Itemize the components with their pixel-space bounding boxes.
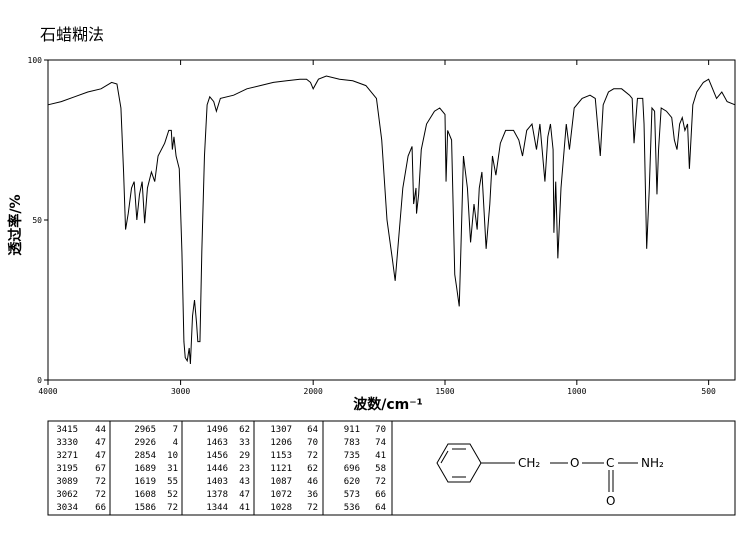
structure-bonds: [436, 443, 638, 492]
peak-transmittance: 52: [167, 490, 178, 500]
structure-label: O: [606, 494, 615, 508]
x-tick-label: 2000: [304, 387, 323, 396]
peak-transmittance: 72: [167, 503, 178, 513]
peak-wavenumber: 1206: [270, 438, 292, 448]
peak-transmittance: 62: [307, 464, 318, 474]
peak-transmittance: 4: [173, 438, 178, 448]
peak-wavenumber: 536: [344, 503, 360, 513]
peak-wavenumber: 1608: [134, 490, 156, 500]
peak-transmittance: 66: [95, 503, 106, 513]
peak-transmittance: 7: [173, 425, 178, 435]
peak-wavenumber: 3062: [56, 490, 78, 500]
x-tick-label: 3000: [171, 387, 190, 396]
peak-wavenumber: 620: [344, 477, 360, 487]
peak-transmittance: 72: [95, 490, 106, 500]
peak-transmittance: 41: [239, 503, 250, 513]
peak-wavenumber: 1072: [270, 490, 292, 500]
peak-wavenumber: 2926: [134, 438, 156, 448]
peak-transmittance: 62: [239, 425, 250, 435]
peak-transmittance: 47: [239, 490, 250, 500]
peak-transmittance: 23: [239, 464, 250, 474]
y-tick-label: 0: [37, 376, 42, 385]
x-tick-label: 4000: [38, 387, 57, 396]
peak-wavenumber: 735: [344, 451, 360, 461]
peak-wavenumber: 1028: [270, 503, 292, 513]
peak-transmittance: 70: [375, 425, 386, 435]
structure-label: O: [570, 456, 579, 470]
x-tick-label: 1500: [435, 387, 454, 396]
peak-transmittance: 29: [239, 451, 250, 461]
peak-transmittance: 46: [307, 477, 318, 487]
y-tick-label: 50: [32, 216, 42, 225]
peak-wavenumber: 1344: [206, 503, 228, 513]
peak-wavenumber: 1463: [206, 438, 228, 448]
peak-wavenumber: 3034: [56, 503, 78, 513]
peak-wavenumber: 3415: [56, 425, 78, 435]
peak-wavenumber: 696: [344, 464, 360, 474]
peak-transmittance: 47: [95, 451, 106, 461]
peak-wavenumber: 1619: [134, 477, 156, 487]
peak-wavenumber: 1307: [270, 425, 292, 435]
peak-wavenumber: 3330: [56, 438, 78, 448]
peak-wavenumber: 1121: [270, 464, 292, 474]
peak-wavenumber: 911: [344, 425, 360, 435]
peak-transmittance: 72: [307, 503, 318, 513]
x-tick-label: 1000: [567, 387, 586, 396]
structure-label: CH₂: [518, 456, 540, 470]
peak-wavenumber: 1087: [270, 477, 292, 487]
peak-transmittance: 66: [375, 490, 386, 500]
peak-wavenumber: 1496: [206, 425, 228, 435]
x-tick-label: 500: [701, 387, 716, 396]
peak-transmittance: 36: [307, 490, 318, 500]
peak-wavenumber: 3271: [56, 451, 78, 461]
peak-wavenumber: 1446: [206, 464, 228, 474]
peak-transmittance: 33: [239, 438, 250, 448]
structure-label: C: [606, 456, 614, 470]
peak-wavenumber: 573: [344, 490, 360, 500]
peak-wavenumber: 1689: [134, 464, 156, 474]
peak-transmittance: 58: [375, 464, 386, 474]
peak-wavenumber: 2854: [134, 451, 156, 461]
table-dividers: [109, 421, 393, 515]
peak-transmittance: 72: [375, 477, 386, 487]
peak-transmittance: 43: [239, 477, 250, 487]
peak-transmittance: 10: [167, 451, 178, 461]
y-tick-label: 100: [28, 56, 43, 65]
peak-wavenumber: 1586: [134, 503, 156, 513]
x-axis-label: 波数/cm⁻¹: [353, 396, 423, 413]
peak-transmittance: 70: [307, 438, 318, 448]
plot-frame: [47, 59, 736, 381]
peak-transmittance: 47: [95, 438, 106, 448]
chart-title: 石蜡糊法: [40, 25, 104, 44]
peak-wavenumber: 783: [344, 438, 360, 448]
peak-transmittance: 64: [375, 503, 386, 513]
y-axis-label: 透过率/%: [7, 194, 24, 255]
peak-wavenumber: 2965: [134, 425, 156, 435]
peak-transmittance: 72: [307, 451, 318, 461]
peak-wavenumber: 3195: [56, 464, 78, 474]
peak-transmittance: 44: [95, 425, 106, 435]
peak-transmittance: 41: [375, 451, 386, 461]
peak-transmittance: 74: [375, 438, 386, 448]
peak-wavenumber: 1378: [206, 490, 228, 500]
peak-wavenumber: 1153: [270, 451, 292, 461]
peak-transmittance: 67: [95, 464, 106, 474]
peak-wavenumber: 1403: [206, 477, 228, 487]
peak-transmittance: 31: [167, 464, 178, 474]
peak-wavenumber: 3089: [56, 477, 78, 487]
peak-transmittance: 55: [167, 477, 178, 487]
structure-label: NH₂: [641, 456, 664, 470]
peak-transmittance: 64: [307, 425, 318, 435]
peak-wavenumber: 1456: [206, 451, 228, 461]
peak-transmittance: 72: [95, 477, 106, 487]
spectrum-line: [47, 75, 736, 365]
